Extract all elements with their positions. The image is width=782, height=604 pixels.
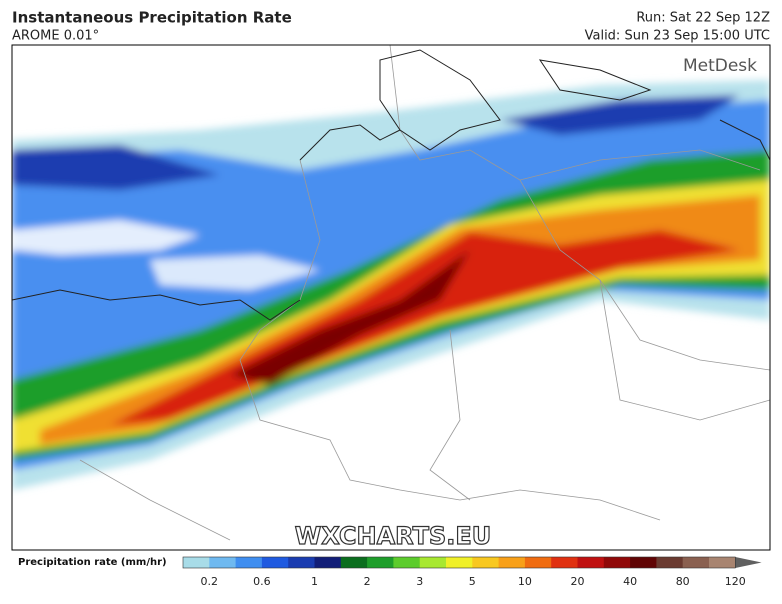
colorbar-tick-label: 40 bbox=[623, 575, 637, 588]
colorbar-tick-label: 0.2 bbox=[201, 575, 219, 588]
colorbar-segment bbox=[261, 557, 289, 568]
colorbar-segment bbox=[235, 557, 263, 568]
colorbar: 0.2 0.6 1 2 3 5 10 20 40 80 120 bbox=[182, 556, 762, 588]
colorbar-segment bbox=[446, 557, 473, 568]
colorbar-segment bbox=[314, 557, 342, 568]
colorbar-segment bbox=[498, 557, 526, 568]
title: Instantaneous Precipitation Rate bbox=[12, 9, 292, 27]
colorbar-segment bbox=[630, 557, 657, 568]
colorbar-segment bbox=[709, 557, 736, 568]
colorbar-segment bbox=[209, 557, 237, 568]
colorbar-tick-label: 20 bbox=[571, 575, 585, 588]
legend-label: Precipitation rate (mm/hr) bbox=[18, 557, 167, 568]
coastlines bbox=[12, 49, 770, 321]
colorbar-tick-label: 5 bbox=[469, 575, 476, 588]
colorbar-segment bbox=[288, 557, 315, 568]
colorbar-segment bbox=[603, 557, 631, 568]
colorbar-segment bbox=[682, 557, 710, 568]
model-label: AROME 0.01° bbox=[12, 29, 99, 44]
colorbar-arrow bbox=[735, 557, 762, 568]
colorbar-segment bbox=[419, 557, 447, 568]
colorbar-segment bbox=[551, 557, 578, 568]
colorbar-segment bbox=[183, 557, 210, 568]
colorbar-frame bbox=[182, 556, 736, 569]
colorbar-segment bbox=[393, 557, 421, 568]
colorbar-segment bbox=[656, 557, 684, 568]
colorbar-segment bbox=[472, 557, 500, 568]
colorbar-tick-label: 1 bbox=[311, 575, 318, 588]
map-frame bbox=[11, 44, 771, 551]
colorbar-tick-label: 3 bbox=[416, 575, 423, 588]
colorbar-tick-label: 0.6 bbox=[253, 575, 271, 588]
watermark: WXCHARTS.EU bbox=[295, 522, 491, 550]
precipitation-field bbox=[12, 80, 770, 490]
map: MetDesk WXCHARTS.EU bbox=[12, 45, 770, 550]
colorbar-segment bbox=[340, 557, 368, 568]
valid-time: Valid: Sun 23 Sep 15:00 UTC bbox=[585, 29, 770, 44]
colorbar-tick-label: 10 bbox=[518, 575, 532, 588]
colorbar-tick-label: 2 bbox=[364, 575, 371, 588]
colorbar-segment bbox=[577, 557, 605, 568]
run-time: Run: Sat 22 Sep 12Z bbox=[636, 11, 770, 26]
colorbar-tick-label: 120 bbox=[725, 575, 746, 588]
logo: MetDesk bbox=[683, 56, 757, 76]
colorbar-segment bbox=[524, 557, 552, 568]
colorbar-tick-label: 80 bbox=[676, 575, 690, 588]
colorbar-segment bbox=[367, 557, 394, 568]
